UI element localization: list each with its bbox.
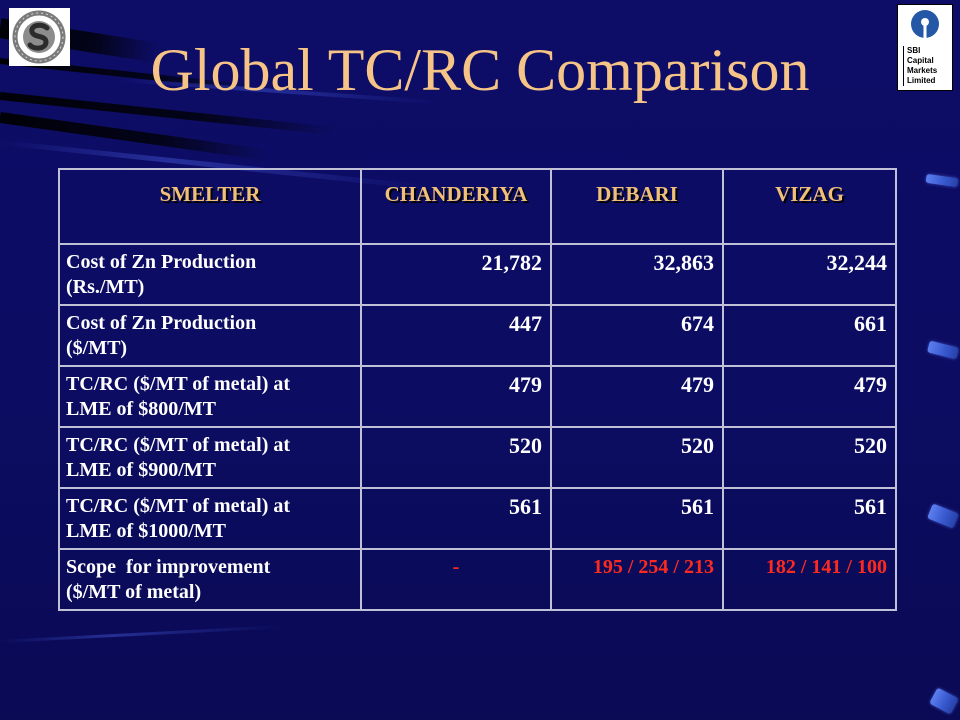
tc-rc-comparison-table: SMELTER CHANDERIYA DEBARI VIZAG Cost of …	[58, 168, 897, 611]
value-vizag: 520	[722, 426, 897, 489]
table-header-row: SMELTER CHANDERIYA DEBARI VIZAG	[58, 168, 897, 245]
value-debari: 32,863	[550, 243, 724, 306]
value-chanderiya: -	[360, 548, 552, 611]
row-label-cell: TC/RC ($/MT of metal) at LME of $900/MT	[58, 426, 362, 489]
row-label-cell: TC/RC ($/MT of metal) at LME of $1000/MT	[58, 487, 362, 550]
value-vizag: 561	[722, 487, 897, 550]
row-label-cell: Scope for improvement ($/MT of metal)	[58, 548, 362, 611]
row-label-cell: Cost of Zn Production (Rs./MT)	[58, 243, 362, 306]
value-chanderiya: 447	[360, 304, 552, 367]
table-row: TC/RC ($/MT of metal) at LME of $800/MT …	[58, 365, 897, 428]
row-label-line: ($/MT of metal)	[66, 581, 202, 603]
value-debari: 674	[550, 304, 724, 367]
row-label-line: ($/MT)	[66, 337, 128, 359]
row-label-line: LME of $800/MT	[66, 398, 216, 420]
header-vizag: VIZAG	[722, 168, 897, 245]
value-vizag: 661	[722, 304, 897, 367]
header-smelter: SMELTER	[58, 168, 362, 245]
table-row: Cost of Zn Production ($/MT) 447 674 661	[58, 304, 897, 367]
value-chanderiya: 479	[360, 365, 552, 428]
row-label-line: LME of $1000/MT	[66, 520, 226, 542]
value-chanderiya: 561	[360, 487, 552, 550]
slide-title: Global TC/RC Comparison	[150, 37, 810, 103]
row-label-line: TC/RC ($/MT of metal) at	[66, 373, 291, 395]
logo-text-line: Markets	[907, 66, 938, 75]
value-chanderiya: 520	[360, 426, 552, 489]
logo-text: SBI Capital Markets Limited	[903, 46, 951, 86]
table-row: TC/RC ($/MT of metal) at LME of $900/MT …	[58, 426, 897, 489]
row-label-line: Cost of Zn Production	[66, 251, 257, 273]
row-label-line: TC/RC ($/MT of metal) at	[66, 434, 291, 456]
row-label-line: (Rs./MT)	[66, 276, 145, 298]
header-debari: DEBARI	[550, 168, 724, 245]
logo-text-line: Capital	[907, 56, 934, 65]
sterlite-emblem-icon	[12, 10, 66, 64]
row-label-cell: Cost of Zn Production ($/MT)	[58, 304, 362, 367]
row-label-line: Cost of Zn Production	[66, 312, 257, 334]
background-dash	[927, 503, 959, 529]
value-debari: 561	[550, 487, 724, 550]
background-streak	[0, 625, 280, 643]
background-dash	[926, 340, 960, 360]
table-row: TC/RC ($/MT of metal) at LME of $1000/MT…	[58, 487, 897, 550]
table-row: Scope for improvement ($/MT of metal) - …	[58, 548, 897, 611]
value-debari: 479	[550, 365, 724, 428]
row-label-cell: TC/RC ($/MT of metal) at LME of $800/MT	[58, 365, 362, 428]
row-label-line: LME of $900/MT	[66, 459, 216, 481]
table-row: Cost of Zn Production (Rs./MT) 21,782 32…	[58, 243, 897, 306]
row-label-line: TC/RC ($/MT of metal) at	[66, 495, 291, 517]
value-debari: 520	[550, 426, 724, 489]
value-chanderiya: 21,782	[360, 243, 552, 306]
value-vizag: 32,244	[722, 243, 897, 306]
header-chanderiya: CHANDERIYA	[360, 168, 552, 245]
background-dash	[925, 173, 959, 188]
logo-text-line: Limited	[907, 76, 936, 85]
sterlite-logo	[9, 8, 70, 66]
value-vizag: 479	[722, 365, 897, 428]
sbi-capital-markets-logo: SBI Capital Markets Limited	[897, 4, 953, 91]
background-dash	[929, 687, 959, 715]
sbi-emblem-icon	[911, 10, 939, 39]
row-label-line: Scope for improvement	[66, 556, 271, 578]
value-debari: 195 / 254 / 213	[550, 548, 724, 611]
value-vizag: 182 / 141 / 100	[722, 548, 897, 611]
logo-text-line: SBI	[907, 46, 921, 55]
